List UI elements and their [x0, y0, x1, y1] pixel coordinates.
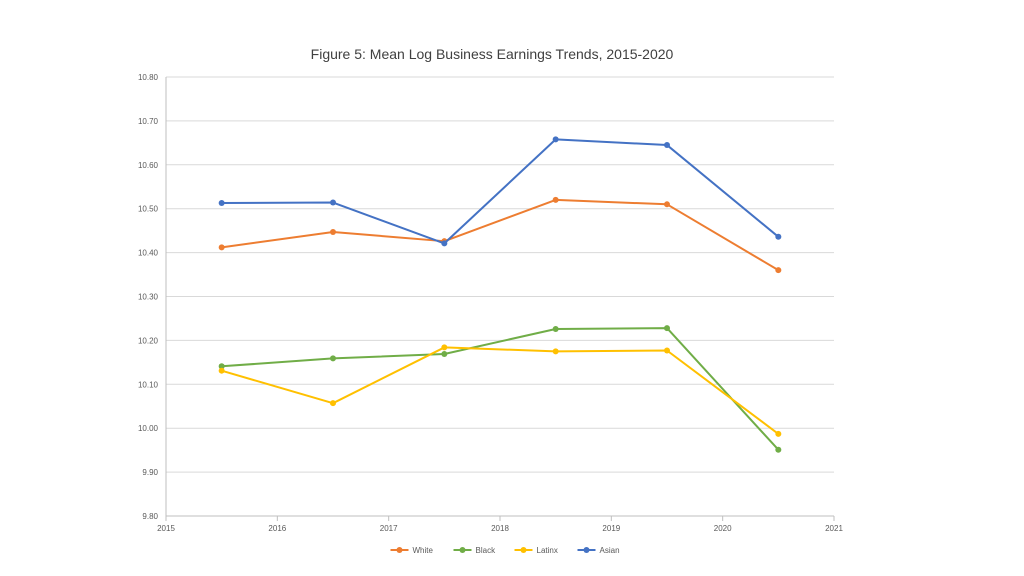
legend-label: Asian: [600, 546, 620, 555]
legend-swatch-marker: [520, 547, 527, 553]
data-point-asian: [441, 240, 448, 247]
data-point-latinx: [218, 367, 225, 374]
legend-item-black: Black: [453, 546, 497, 555]
data-point-latinx: [775, 430, 782, 437]
x-tick-label: 2021: [825, 524, 843, 533]
x-tick-label: 2016: [268, 524, 286, 533]
x-tick-label: 2018: [491, 524, 509, 533]
series-line-asian: [221, 138, 779, 245]
legend-item-asian: Asian: [577, 546, 620, 555]
legend-item-latinx: Latinx: [514, 546, 558, 555]
chart-title: Figure 5: Mean Log Business Earnings Tre…: [311, 46, 674, 62]
legend-swatch-marker: [396, 547, 403, 553]
y-tick-label: 10.70: [138, 117, 159, 126]
y-tick-label: 10.40: [138, 249, 159, 258]
y-tick-label: 10.60: [138, 161, 159, 170]
data-point-black: [218, 363, 225, 370]
data-point-latinx: [664, 347, 670, 354]
legend: White Black Latinx Asian: [390, 546, 620, 555]
y-tick-label: 10.20: [138, 336, 159, 345]
data-point-black: [441, 351, 448, 358]
data-point-white: [330, 228, 336, 235]
gridlines: [166, 76, 834, 517]
data-point-white: [775, 267, 782, 274]
data-point-black: [664, 325, 670, 332]
axes: 9.80 9.90 10.00 10.10 10.20 10.30 10.40 10.50 10…: [138, 73, 843, 533]
series-line-black: [221, 327, 780, 451]
y-tick-label: 10.50: [138, 205, 159, 214]
legend-label: Black: [476, 546, 497, 555]
data-point-latinx: [552, 348, 559, 355]
x-tick-label: 2017: [380, 524, 398, 533]
series-latinx: [218, 344, 782, 437]
legend-label: Latinx: [537, 546, 558, 555]
x-tick-label: 2020: [714, 524, 732, 533]
data-point-latinx: [330, 400, 336, 407]
y-tick-label: 9.90: [142, 468, 158, 477]
legend-swatch-marker: [459, 547, 466, 553]
data-point-asian: [664, 142, 670, 149]
legend-swatch-marker: [583, 547, 590, 553]
data-point-black: [330, 355, 336, 362]
y-tick-label: 10.30: [138, 293, 159, 302]
series-line-latinx: [221, 346, 779, 435]
series-black: [218, 325, 782, 453]
data-point-asian: [330, 199, 336, 206]
data-point-asian: [775, 233, 782, 240]
y-tick-label: 9.80: [142, 512, 158, 521]
y-tick-label: 10.00: [138, 424, 159, 433]
data-point-asian: [552, 136, 559, 143]
series-layer: [218, 136, 782, 453]
legend-label: White: [413, 546, 434, 555]
data-point-black: [775, 446, 782, 453]
data-point-white: [218, 244, 225, 251]
series-asian: [218, 136, 782, 247]
x-tick-label: 2019: [602, 524, 620, 533]
series-line-white: [221, 198, 779, 272]
y-tick-label: 10.80: [138, 73, 159, 82]
x-tick-label: 2015: [157, 524, 175, 533]
data-point-white: [552, 196, 559, 203]
data-point-asian: [218, 199, 225, 206]
data-point-black: [552, 325, 559, 332]
data-point-latinx: [441, 344, 448, 351]
data-point-white: [664, 201, 670, 208]
y-tick-label: 10.10: [138, 380, 159, 389]
legend-item-white: White: [390, 546, 434, 555]
